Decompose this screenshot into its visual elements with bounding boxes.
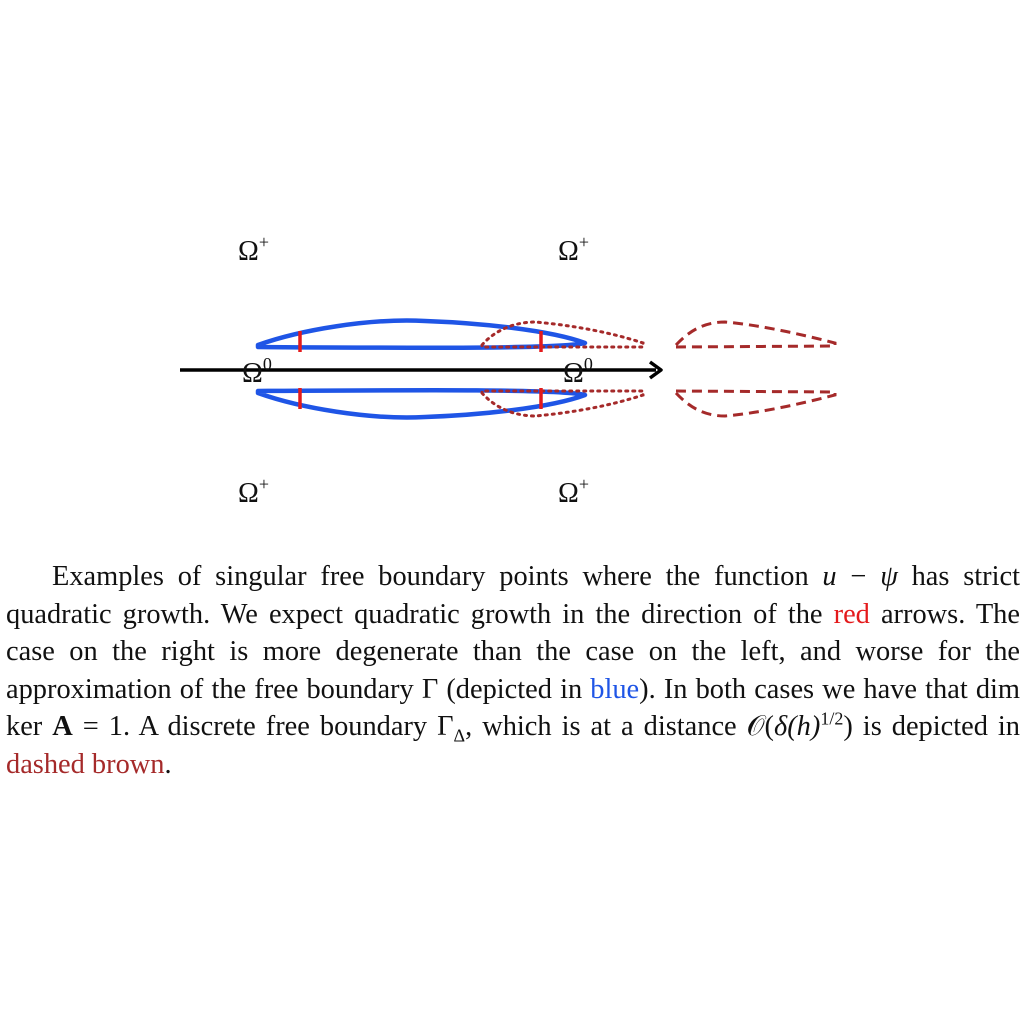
discrete-boundary-dotted-lower (480, 389, 645, 418)
axis-arrowhead (648, 360, 663, 380)
discrete-boundary-dashed-lower (674, 389, 837, 418)
omega-zero-label-left: Ω0 (242, 354, 272, 389)
omega-plus-label-top-right: Ω+ (558, 232, 589, 267)
discrete-boundary-dashed-upper (674, 320, 837, 349)
omega-plus-label-bottom-right: Ω+ (558, 474, 589, 509)
diagram-canvas (180, 318, 837, 420)
omega-zero-label-right: Ω0 (563, 354, 593, 389)
caption-red-word: red (833, 598, 870, 630)
caption-brown-phrase: dashed brown (6, 748, 165, 780)
omega-plus-label-top-left: Ω+ (238, 232, 269, 267)
figure-caption: Examples of singular free boundary point… (6, 561, 1020, 780)
free-boundary-upper-curve (255, 318, 588, 351)
caption-blue-word: blue (590, 673, 640, 705)
omega-plus-label-bottom-left: Ω+ (238, 474, 269, 509)
free-boundary-lower-curve (255, 387, 588, 420)
discrete-boundary-dotted-upper (480, 320, 645, 349)
free-boundary-diagram: Ω+ Ω+ Ω0 Ω0 Ω+ Ω+ (180, 232, 837, 509)
